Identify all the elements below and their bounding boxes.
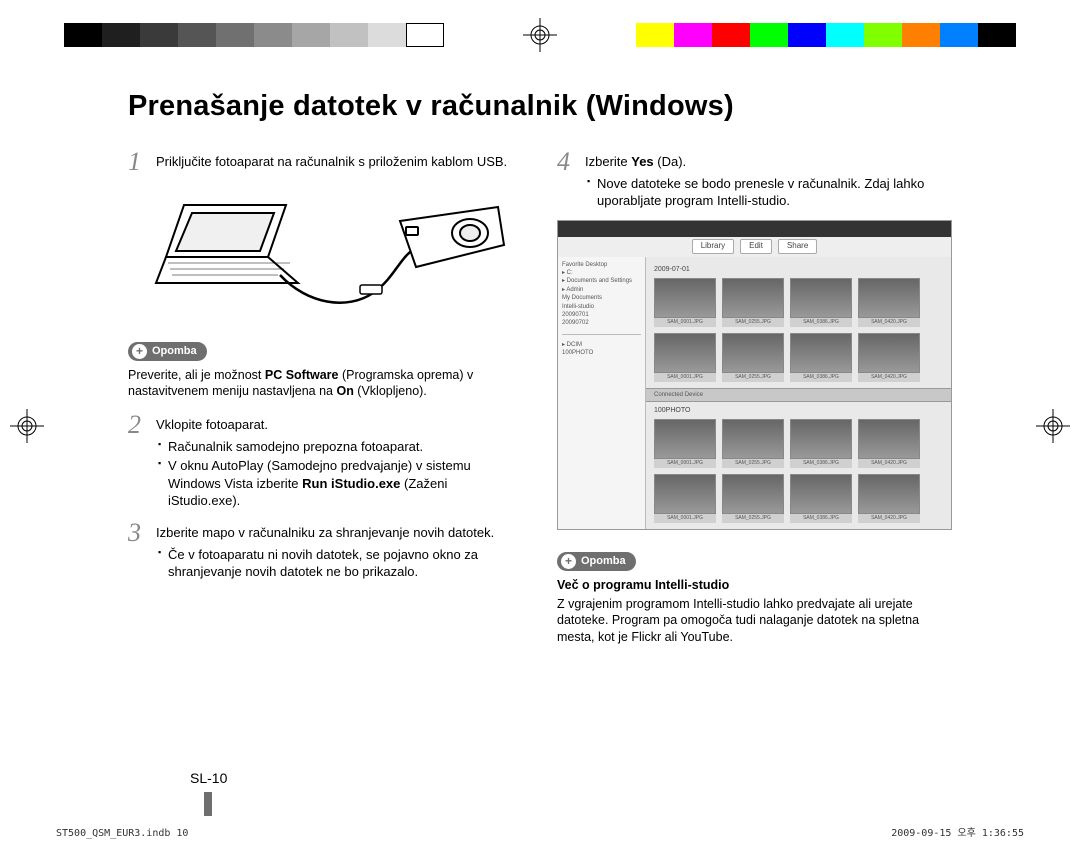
step-2: 2 Vklopite fotoaparat. Računalnik samode… xyxy=(128,412,523,512)
color-swatches xyxy=(636,23,1016,47)
step-number: 2 xyxy=(128,412,156,512)
step-3-bullets: Če v fotoaparatu ni novih datotek, se po… xyxy=(156,546,523,581)
footer-file: ST500_QSM_EUR3.indb 10 xyxy=(56,828,188,839)
right-column: 4 Izberite Yes (Da). Nove datoteke se bo… xyxy=(557,149,952,658)
step-1: 1 Priključite fotoaparat na računalnik s… xyxy=(128,149,523,175)
plus-icon: + xyxy=(132,344,147,359)
note-badge-label: Opomba xyxy=(581,554,626,569)
note-badge-label: Opomba xyxy=(152,344,197,359)
page-number: SL-10 xyxy=(190,770,227,786)
footer-timestamp: 2009-09-15 오후 1:36:55 xyxy=(891,824,1024,839)
step-3: 3 Izberite mapo v računalniku za shranje… xyxy=(128,520,523,583)
step-1-text: Priključite fotoaparat na računalnik s p… xyxy=(156,149,523,175)
registration-mark-top xyxy=(523,18,557,52)
step-2-title: Vklopite fotoaparat. xyxy=(156,416,523,434)
step-4-title: Izberite Yes (Da). xyxy=(585,153,952,171)
grayscale-swatches xyxy=(64,23,444,47)
left-column: 1 Priključite fotoaparat na računalnik s… xyxy=(128,149,523,658)
note-badge: + Opomba xyxy=(557,552,636,571)
usb-connection-illustration xyxy=(148,185,523,320)
note-badge: + Opomba xyxy=(128,342,207,361)
step-4: 4 Izberite Yes (Da). Nove datoteke se bo… xyxy=(557,149,952,212)
step-2-bullets: Računalnik samodejno prepozna fotoaparat… xyxy=(156,438,523,510)
note-2-subtitle: Več o programu Intelli-studio xyxy=(557,577,952,594)
step-3-title: Izberite mapo v računalniku za shranjeva… xyxy=(156,524,523,542)
intelli-studio-screenshot: LibraryEditShare Favorite Desktop▸ C: ▸ … xyxy=(557,220,952,530)
registration-mark-right xyxy=(1036,409,1070,443)
step-number: 3 xyxy=(128,520,156,583)
plus-icon: + xyxy=(561,554,576,569)
step-number: 4 xyxy=(557,149,585,212)
step-4-bullets: Nove datoteke se bodo prenesle v računal… xyxy=(585,175,952,210)
page-mark xyxy=(204,792,212,816)
note-1-text: Preverite, ali je možnost PC Software (P… xyxy=(128,367,523,401)
step-number: 1 xyxy=(128,149,156,175)
page-content: Prenašanje datotek v računalnik (Windows… xyxy=(128,90,952,658)
page-title: Prenašanje datotek v računalnik (Windows… xyxy=(128,90,952,123)
registration-mark-left xyxy=(10,409,44,443)
note-2-text: Z vgrajenim programom Intelli-studio lah… xyxy=(557,596,952,647)
